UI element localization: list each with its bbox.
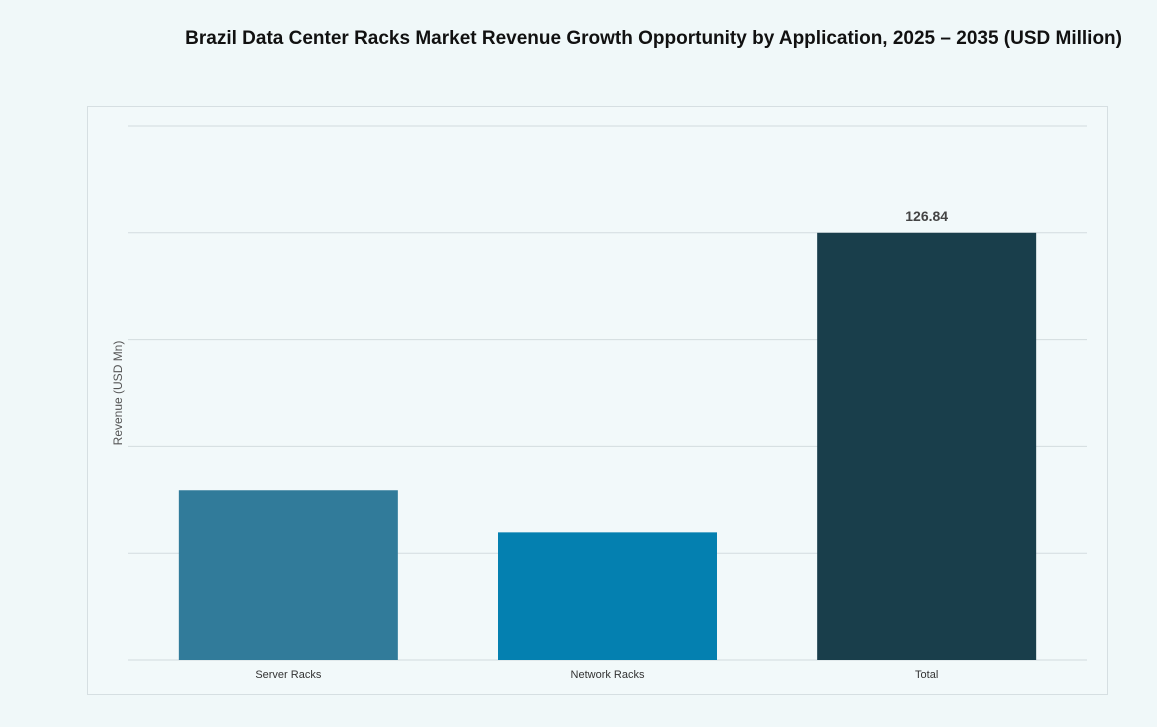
bar-network-racks xyxy=(498,532,717,660)
x-tick-label: Server Racks xyxy=(255,669,322,681)
bar-total xyxy=(817,232,1037,661)
y-axis-label: Revenue (USD Mn) xyxy=(111,341,125,446)
data-label: 126.84 xyxy=(905,208,948,224)
bar-server-racks xyxy=(178,490,398,660)
x-tick-label: Total xyxy=(915,669,938,681)
chart-title: Brazil Data Center Racks Market Revenue … xyxy=(185,28,1122,49)
x-tick-label: Network Racks xyxy=(571,669,645,681)
